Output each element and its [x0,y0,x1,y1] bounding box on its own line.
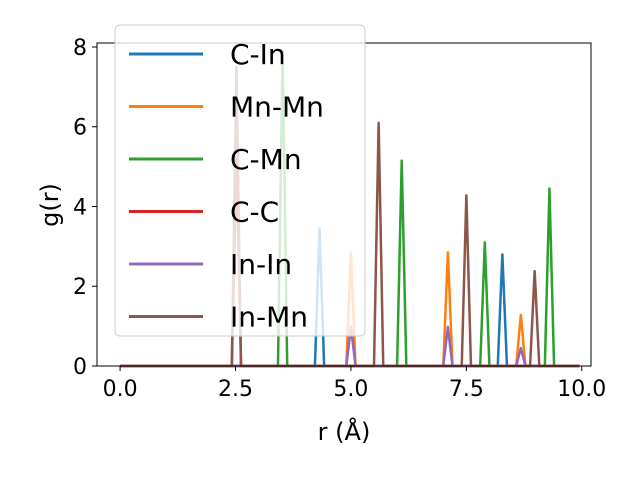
legend: C-In Mn-Mn C-Mn C-C In-In In-Mn [114,24,366,337]
y-axis-label: g(r) [36,183,64,227]
x-tick-label: 10.0 [557,377,606,402]
y-tick-label: 8 [73,36,87,61]
y-tick-label: 2 [73,275,87,300]
legend-label-in-in: In-In [230,248,292,281]
x-axis-label: r (Å) [318,417,371,446]
legend-label-c-in: C-In [230,38,286,71]
legend-box [114,24,366,337]
y-tick-label: 6 [73,116,87,141]
x-tick-label: 0.0 [103,377,138,402]
legend-items: C-In Mn-Mn C-Mn C-C In-In In-Mn [129,38,324,334]
x-tick-label: 2.5 [218,377,253,402]
y-tick-label: 4 [73,195,87,220]
x-tick-label: 7.5 [449,377,484,402]
legend-label-c-c: C-C [230,196,279,229]
legend-label-c-mn: C-Mn [230,143,302,176]
legend-label-in-mn: In-Mn [230,301,308,334]
x-tick-label: 5.0 [333,377,368,402]
y-ticks: 0 2 4 6 8 [73,36,97,380]
legend-label-mn-mn: Mn-Mn [230,91,324,124]
y-tick-label: 0 [73,355,87,380]
series-line-in-in [120,325,580,368]
x-ticks: 0.0 2.5 5.0 7.5 10.0 [103,366,606,402]
